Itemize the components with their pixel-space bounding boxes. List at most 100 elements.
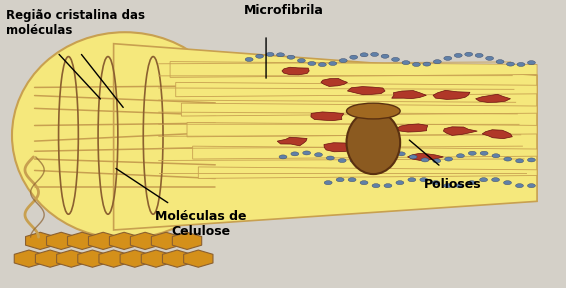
Circle shape (350, 55, 358, 59)
Circle shape (360, 53, 368, 57)
Circle shape (516, 159, 524, 163)
Ellipse shape (346, 111, 400, 174)
Polygon shape (183, 250, 213, 267)
Polygon shape (130, 232, 160, 249)
Polygon shape (482, 130, 512, 139)
Circle shape (287, 55, 295, 59)
Circle shape (402, 61, 410, 65)
Circle shape (432, 181, 440, 185)
Polygon shape (36, 250, 65, 267)
Circle shape (336, 178, 344, 182)
Circle shape (303, 151, 311, 155)
Circle shape (338, 158, 346, 162)
Polygon shape (282, 67, 309, 75)
Circle shape (315, 153, 323, 157)
Polygon shape (78, 250, 107, 267)
Circle shape (245, 57, 253, 61)
Circle shape (445, 157, 453, 161)
Polygon shape (358, 148, 396, 157)
Polygon shape (170, 62, 537, 77)
Polygon shape (99, 250, 128, 267)
Circle shape (385, 151, 393, 155)
Circle shape (434, 60, 441, 64)
Circle shape (479, 178, 487, 182)
Polygon shape (67, 232, 97, 249)
Circle shape (492, 178, 500, 182)
Circle shape (348, 178, 356, 182)
Polygon shape (14, 250, 44, 267)
Circle shape (457, 154, 464, 158)
Circle shape (465, 52, 473, 56)
Circle shape (277, 53, 285, 57)
Polygon shape (324, 143, 357, 152)
Circle shape (507, 62, 514, 66)
Circle shape (350, 158, 358, 162)
Circle shape (475, 53, 483, 57)
Polygon shape (187, 122, 537, 137)
Polygon shape (114, 44, 537, 230)
Polygon shape (46, 232, 76, 249)
Polygon shape (142, 250, 170, 267)
Polygon shape (25, 232, 55, 249)
Circle shape (528, 158, 535, 162)
Circle shape (504, 157, 512, 161)
Circle shape (392, 57, 400, 61)
Circle shape (384, 184, 392, 188)
Circle shape (324, 181, 332, 185)
Circle shape (408, 178, 416, 182)
Circle shape (468, 151, 476, 155)
Circle shape (396, 181, 404, 185)
Circle shape (360, 181, 368, 185)
Circle shape (291, 152, 299, 156)
Circle shape (397, 152, 405, 156)
Ellipse shape (346, 103, 400, 119)
Circle shape (454, 53, 462, 57)
Circle shape (504, 181, 512, 185)
Polygon shape (311, 112, 344, 121)
Polygon shape (392, 90, 426, 98)
Circle shape (517, 62, 525, 67)
Circle shape (339, 58, 347, 62)
Polygon shape (198, 167, 537, 178)
Circle shape (444, 56, 452, 60)
Circle shape (420, 178, 428, 182)
Circle shape (381, 54, 389, 58)
Circle shape (256, 54, 264, 58)
Polygon shape (88, 232, 118, 249)
Text: Polioses: Polioses (424, 178, 482, 192)
Circle shape (421, 158, 429, 162)
Polygon shape (192, 146, 537, 159)
Circle shape (468, 181, 475, 185)
Circle shape (480, 151, 488, 155)
Polygon shape (475, 94, 511, 102)
Circle shape (279, 155, 287, 159)
Circle shape (444, 184, 452, 188)
Circle shape (409, 155, 417, 159)
Polygon shape (321, 78, 348, 86)
Polygon shape (408, 153, 443, 160)
Polygon shape (433, 90, 470, 99)
Polygon shape (181, 103, 537, 116)
Circle shape (372, 184, 380, 188)
Circle shape (528, 184, 535, 188)
Polygon shape (175, 82, 537, 97)
Circle shape (433, 159, 441, 163)
Polygon shape (443, 127, 477, 135)
Circle shape (423, 62, 431, 66)
Circle shape (528, 61, 535, 65)
Polygon shape (162, 250, 192, 267)
Polygon shape (151, 232, 181, 249)
Text: Microfibrila: Microfibrila (243, 3, 323, 17)
Ellipse shape (12, 32, 238, 238)
Circle shape (308, 61, 316, 65)
Polygon shape (355, 120, 386, 128)
Polygon shape (397, 124, 428, 132)
Polygon shape (277, 137, 307, 146)
Polygon shape (57, 250, 86, 267)
Circle shape (329, 61, 337, 65)
Circle shape (413, 62, 421, 67)
Text: Moléculas de
Celulose: Moléculas de Celulose (156, 210, 247, 238)
Circle shape (374, 153, 381, 157)
Text: Região cristalina das
moléculas: Região cristalina das moléculas (6, 9, 145, 37)
Circle shape (456, 184, 464, 188)
